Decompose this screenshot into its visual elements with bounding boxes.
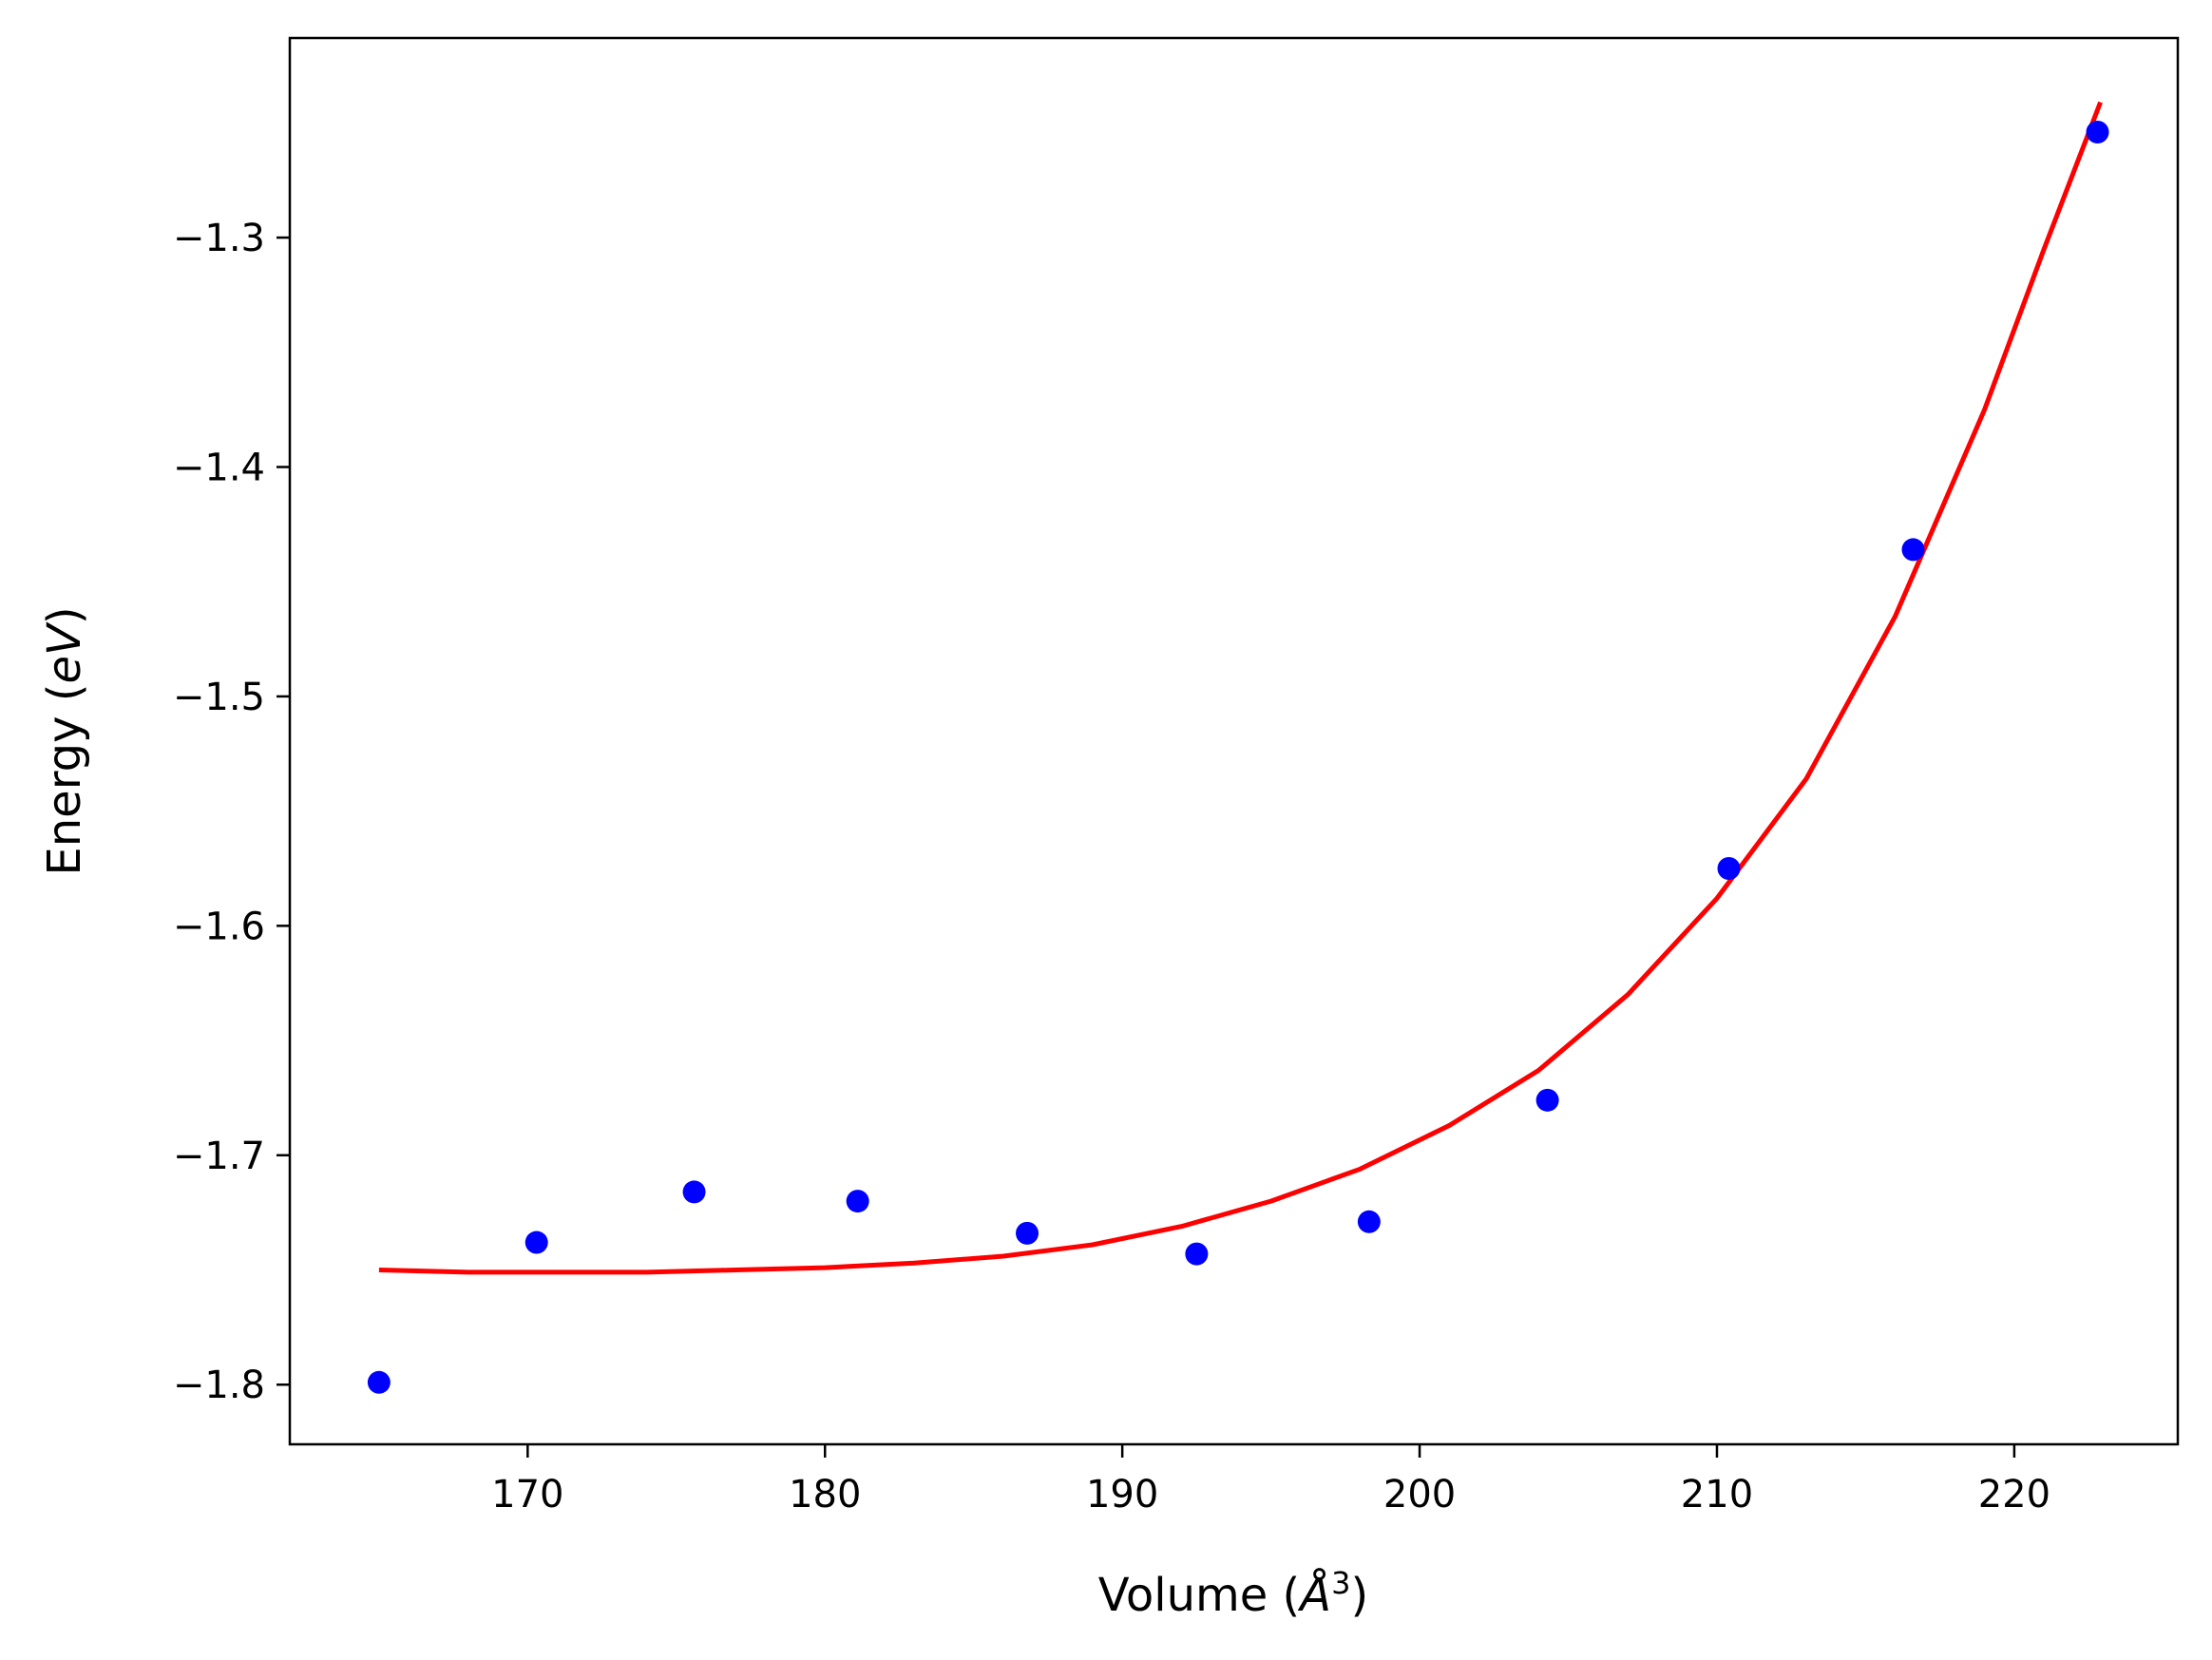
- x-tick-label: 220: [1978, 1473, 2050, 1517]
- data-point: [1016, 1221, 1039, 1245]
- data-point: [682, 1180, 706, 1204]
- x-tick-label: 200: [1383, 1473, 1456, 1517]
- x-tick-label: 180: [789, 1473, 861, 1517]
- data-point: [1357, 1210, 1381, 1233]
- y-tick-label: −1.8: [173, 1364, 265, 1407]
- x-tick-label: 210: [1681, 1473, 1753, 1517]
- x-axis-ticks: 170 180 190 200 210 220: [491, 1444, 2050, 1517]
- y-axis-label: Energy (eV): [38, 606, 91, 875]
- x-tick-label: 190: [1086, 1473, 1158, 1517]
- data-point: [846, 1190, 869, 1213]
- y-tick-label: −1.3: [173, 217, 265, 260]
- y-tick-label: −1.4: [173, 446, 265, 489]
- y-tick-label: −1.7: [173, 1135, 265, 1178]
- y-axis-ticks: −1.8 −1.7 −1.6 −1.5 −1.4 −1.3: [173, 217, 290, 1407]
- data-point: [367, 1370, 391, 1394]
- data-point: [1535, 1088, 1559, 1112]
- x-axis-label: Volume (Å3): [1098, 1565, 1368, 1622]
- axes-frame: [288, 36, 2180, 1446]
- data-point: [1717, 856, 1741, 880]
- data-point: [1901, 538, 1925, 562]
- data-point: [1185, 1242, 1209, 1266]
- fit-curve: [378, 101, 2103, 1275]
- plot-area: [367, 101, 2109, 1394]
- data-point: [2086, 120, 2109, 143]
- y-tick-label: −1.6: [173, 905, 265, 948]
- data-point: [524, 1231, 548, 1254]
- x-tick-label: 170: [491, 1473, 563, 1517]
- y-tick-label: −1.5: [173, 676, 265, 719]
